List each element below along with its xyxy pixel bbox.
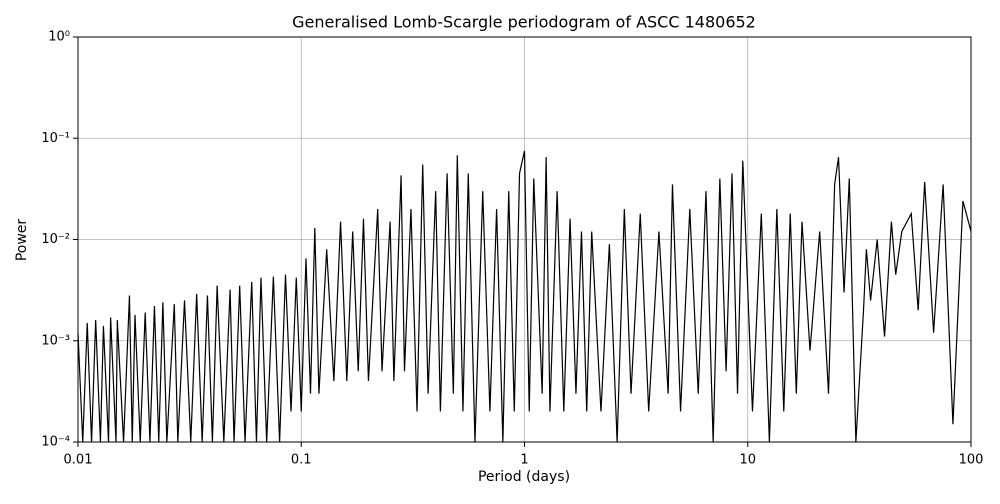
x-tick-label: 1 (520, 453, 528, 468)
chart-title: Generalised Lomb-Scargle periodogram of … (292, 13, 756, 32)
y-tick-label: 10⁻² (41, 232, 70, 247)
y-axis-label: Power (14, 219, 30, 262)
series-line (78, 150, 971, 442)
plot-frame (77, 36, 972, 443)
y-tick-label: 10⁻³ (41, 333, 70, 348)
y-tick-label: 10⁻⁴ (41, 435, 70, 450)
y-tick-label: 10⁰ (48, 30, 70, 45)
x-tick-label: 10 (739, 453, 756, 468)
x-tick-label: 0.01 (64, 453, 93, 468)
axes: 0.01 0.1 1 10 100 10⁻⁴ 10⁻³ 10⁻² 10⁻¹ 10⁰ (41, 30, 983, 468)
y-tick-label: 10⁻¹ (41, 131, 70, 146)
x-tick-label: 0.1 (291, 453, 312, 468)
plot-area (78, 150, 971, 442)
x-axis-label: Period (days) (478, 469, 570, 485)
x-tick-label: 100 (959, 453, 984, 468)
